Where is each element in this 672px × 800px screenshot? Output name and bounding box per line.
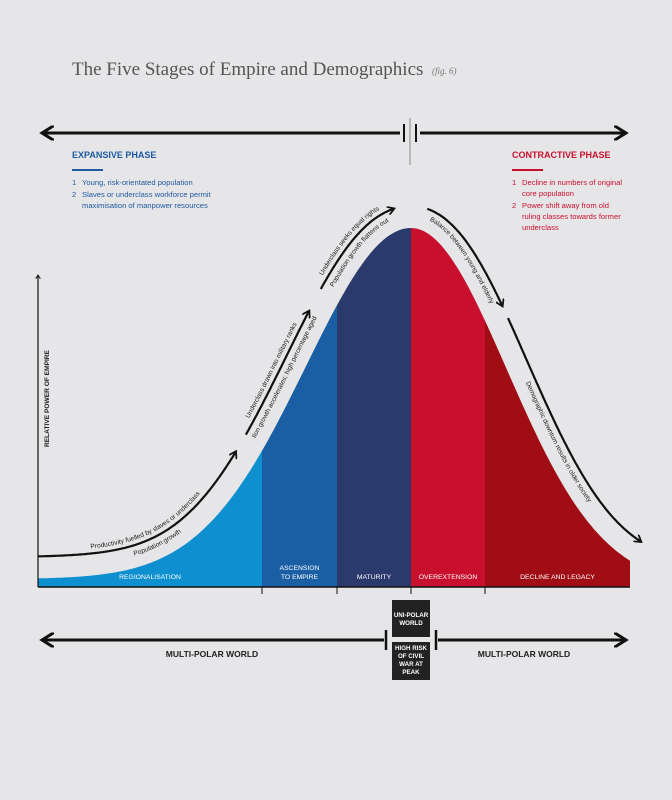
- risk-label-line: HIGH RISK: [395, 645, 428, 652]
- unipolar-label-line: WORLD: [399, 620, 423, 627]
- stage-label-line: ASCENSION: [279, 565, 319, 572]
- stage-label-line: REGIONALISATION: [119, 574, 181, 581]
- list-text: Young, risk-orientated population: [82, 178, 193, 187]
- risk-label: HIGH RISK OF CIVIL WAR AT PEAK: [395, 645, 428, 676]
- multipolar-label: MULTI-POLAR WORLD: [166, 649, 258, 659]
- stage-label: ASCENSION TO EMPIRE: [279, 565, 319, 581]
- fig-label: (fig. 6): [432, 66, 457, 76]
- list-text-line: Decline in numbers of original: [522, 178, 622, 187]
- risk-label-line: WAR AT: [399, 661, 423, 668]
- stage-label: OVEREXTENSION: [419, 574, 478, 581]
- curve-arrow: [426, 207, 502, 305]
- list-number: 1: [512, 178, 516, 187]
- list-number: 1: [72, 178, 76, 187]
- list-number: 2: [512, 201, 516, 210]
- stage-label-line: OVEREXTENSION: [419, 574, 478, 581]
- list-text: Slaves or underclass workforce permit max…: [82, 190, 212, 210]
- title: The Five Stages of Empire and Demographi…: [72, 59, 423, 80]
- list-number: 2: [72, 190, 76, 199]
- list-text-line: Young, risk-orientated population: [82, 178, 193, 187]
- graphic: 1 Young, risk-orientated population 2 Slave…: [0, 0, 640, 680]
- unipolar-box: [392, 600, 430, 637]
- stage-label: REGIONALISATION: [119, 574, 181, 581]
- curve-arrow: [37, 453, 236, 558]
- risk-box: [392, 642, 430, 680]
- stage-area: [337, 228, 411, 587]
- stage-label-line: DECLINE AND LEGACY: [520, 574, 595, 581]
- multipolar-label: MULTI-POLAR WORLD: [478, 649, 570, 659]
- curve-arrow: [319, 209, 393, 290]
- curve-arrow: [244, 312, 309, 436]
- y-axis-label: RELATIVE POWER OF EMPIRE: [44, 349, 51, 447]
- list-text-line: Slaves or underclass workforce permit: [82, 190, 212, 199]
- stage-label-line: MATURITY: [357, 574, 392, 581]
- list-text: Power shift away from old ruling classes …: [522, 201, 621, 232]
- list-text-line: core population: [522, 189, 574, 198]
- unipolar-label-line: UNI-POLAR: [394, 612, 429, 619]
- unipolar-label: UNI-POLAR WORLD: [394, 612, 429, 627]
- curve-arrow: [506, 317, 640, 541]
- list-text-line: Power shift away from old: [522, 201, 609, 210]
- stage-area: [262, 228, 337, 587]
- risk-label-line: PEAK: [402, 669, 420, 676]
- list-text-line: underclass: [522, 223, 559, 232]
- expansive-heading: EXPANSIVE PHASE: [72, 150, 156, 160]
- risk-label-line: OF CIVIL: [398, 653, 424, 660]
- stage-label: DECLINE AND LEGACY: [520, 574, 595, 581]
- stage-label: MATURITY: [357, 574, 392, 581]
- list-text: Decline in numbers of original core popul…: [522, 178, 622, 198]
- stage-label-line: TO EMPIRE: [281, 574, 319, 581]
- contractive-heading: CONTRACTIVE PHASE: [512, 150, 611, 160]
- stage-area: [411, 228, 485, 587]
- stage-area: [485, 228, 630, 587]
- list-text-line: ruling classes towards former: [522, 212, 621, 221]
- list-text-line: maximisation of manpower resources: [82, 201, 208, 210]
